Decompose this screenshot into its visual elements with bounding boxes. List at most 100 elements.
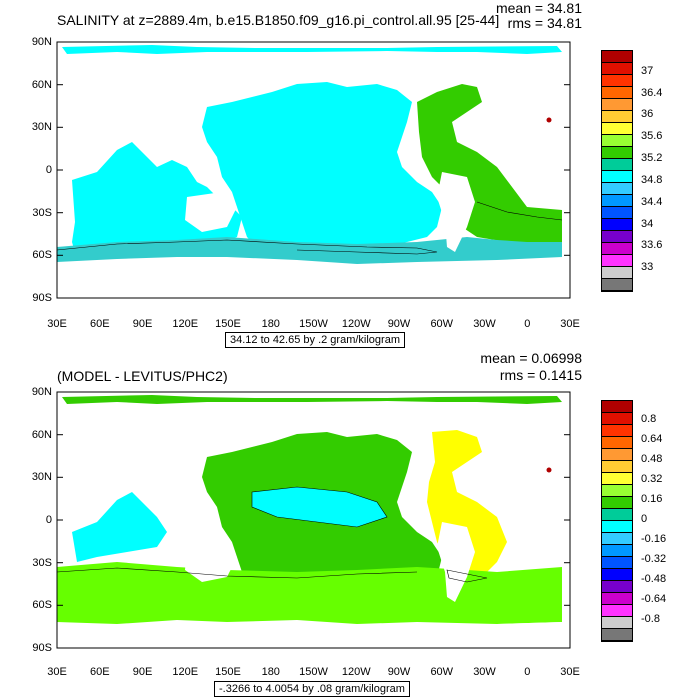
top-australia: [185, 192, 237, 232]
bottom-antarctica: [57, 622, 570, 648]
colorbar-label: 34.4: [641, 195, 663, 208]
top-lon-label: 60E: [89, 318, 110, 330]
colorbar-label: -0.32: [641, 553, 667, 565]
colorbar-label: 0.16: [641, 493, 663, 505]
bottom-contour-3: [446, 569, 488, 583]
colorbar-label: 0.32: [641, 473, 663, 485]
colorbar-segment: [602, 87, 632, 99]
top-lon-label: 120W: [341, 318, 371, 330]
top-lat-label: 60N: [31, 79, 52, 91]
bottom-map: [56, 391, 571, 649]
top-antarctica: [57, 260, 570, 298]
colorbar-segment: [602, 279, 632, 291]
colorbar-segment: [602, 123, 632, 135]
bottom-lon-label: 120W: [341, 666, 371, 678]
colorbar-segment: [602, 413, 632, 425]
bottom-pacific-cyan-patch: [252, 487, 387, 527]
top-arctic-ocean: [62, 45, 562, 54]
top-contour-south: [56, 239, 438, 255]
colorbar-segment: [602, 485, 632, 497]
colorbar-segment: [602, 267, 632, 279]
top-lon-label: 120E: [172, 318, 199, 330]
bottom-land: [57, 522, 570, 648]
bottom-info-box: -.3266 to 4.0054 by .08 gram/kilogram: [214, 681, 410, 697]
bottom-lon-label: 180: [261, 666, 280, 678]
colorbar-label: -0.64: [641, 593, 667, 605]
colorbar-segment: [602, 449, 632, 461]
top-contour-atlantic: [476, 201, 563, 221]
bottom-lat-label: 90S: [32, 642, 52, 654]
bottom-lat-label: 30S: [32, 557, 52, 569]
colorbar-label: -0.8: [641, 613, 660, 625]
colorbar-label: -0.16: [641, 533, 667, 545]
bottom-south-america: [437, 522, 475, 602]
colorbar-segment: [602, 617, 632, 629]
colorbar-segment: [602, 605, 632, 617]
colorbar-segment: [602, 195, 632, 207]
bottom-lon-label: 30W: [473, 666, 496, 678]
colorbar-label: 36: [641, 108, 654, 121]
colorbar-segment: [602, 51, 632, 63]
top-lon-label: 0: [524, 318, 531, 330]
top-lon-label: 60W: [430, 318, 454, 330]
top-lon-label: 150W: [299, 318, 328, 330]
bottom-australia: [185, 542, 237, 582]
bottom-ocean-fills: [57, 395, 562, 624]
bottom-lat-label: 60N: [31, 429, 52, 441]
top-title: SALINITY at z=2889.4m, b.e15.B1850.f09_g…: [57, 12, 500, 28]
colorbar-label: 36.4: [641, 86, 663, 99]
colorbar-segment: [602, 497, 632, 509]
colorbar-segment: [602, 401, 632, 413]
colorbar-segment: [602, 581, 632, 593]
colorbar-segment: [602, 135, 632, 147]
colorbar-segment: [602, 593, 632, 605]
bottom-lon-label: 30E: [47, 666, 67, 678]
colorbar-label: -0.48: [641, 573, 667, 585]
top-info-box: 34.12 to 42.65 by .2 gram/kilogram: [225, 332, 405, 348]
bottom-contours: [56, 486, 488, 583]
colorbar-segment: [602, 437, 632, 449]
colorbar-segment: [602, 509, 632, 521]
bottom-lon-label: 150W: [299, 666, 328, 678]
top-lat-label: 30N: [31, 121, 52, 133]
bottom-indian-ocean: [72, 492, 167, 562]
top-lon-label: 150E: [215, 318, 241, 330]
colorbar-segment: [602, 159, 632, 171]
bottom-lon-label: 120E: [172, 666, 199, 678]
bottom-lat-label: 90N: [31, 386, 52, 398]
bottom-lat-label: 60S: [32, 599, 52, 611]
colorbar-segment: [602, 111, 632, 123]
bottom-ticks: [57, 391, 570, 649]
bottom-arctic-ocean: [62, 395, 562, 404]
colorbar-segment: [602, 521, 632, 533]
bottom-lon-label: 90W: [387, 666, 411, 678]
bottom-lon-label: 150E: [215, 666, 241, 678]
bottom-southern-ocean: [57, 562, 562, 624]
colorbar-label: 35.6: [641, 130, 663, 143]
top-pacific-ocean: [202, 82, 442, 252]
top-south-america: [437, 172, 475, 252]
bottom-lon-label: 0: [524, 666, 531, 678]
bottom-title: (MODEL - LEVITUS/PHC2): [57, 368, 228, 384]
colorbar-label: 33: [641, 261, 654, 274]
colorbar-segment: [602, 63, 632, 75]
colorbar-segment: [602, 629, 632, 641]
colorbar-segment: [602, 557, 632, 569]
top-lon-label: 90E: [132, 318, 153, 330]
top-land: [57, 172, 570, 298]
bottom-colorbar: [601, 400, 633, 642]
top-indian-ocean: [72, 142, 242, 260]
bottom-lon-label: 60W: [430, 666, 454, 678]
colorbar-label: 0.8: [641, 413, 657, 425]
bottom-mean: mean = 0.06998: [480, 350, 582, 366]
bottom-lon-label: 90E: [132, 666, 153, 678]
colorbar-segment: [602, 147, 632, 159]
top-contours: [56, 201, 563, 255]
colorbar-segment: [602, 243, 632, 255]
top-mediterranean-dot: [546, 117, 552, 123]
colorbar-segment: [602, 255, 632, 267]
colorbar-label: 33.6: [641, 239, 663, 252]
top-lon-label: 180: [261, 318, 280, 330]
top-lon-label: 30W: [473, 318, 496, 330]
colorbar-segment: [602, 425, 632, 437]
